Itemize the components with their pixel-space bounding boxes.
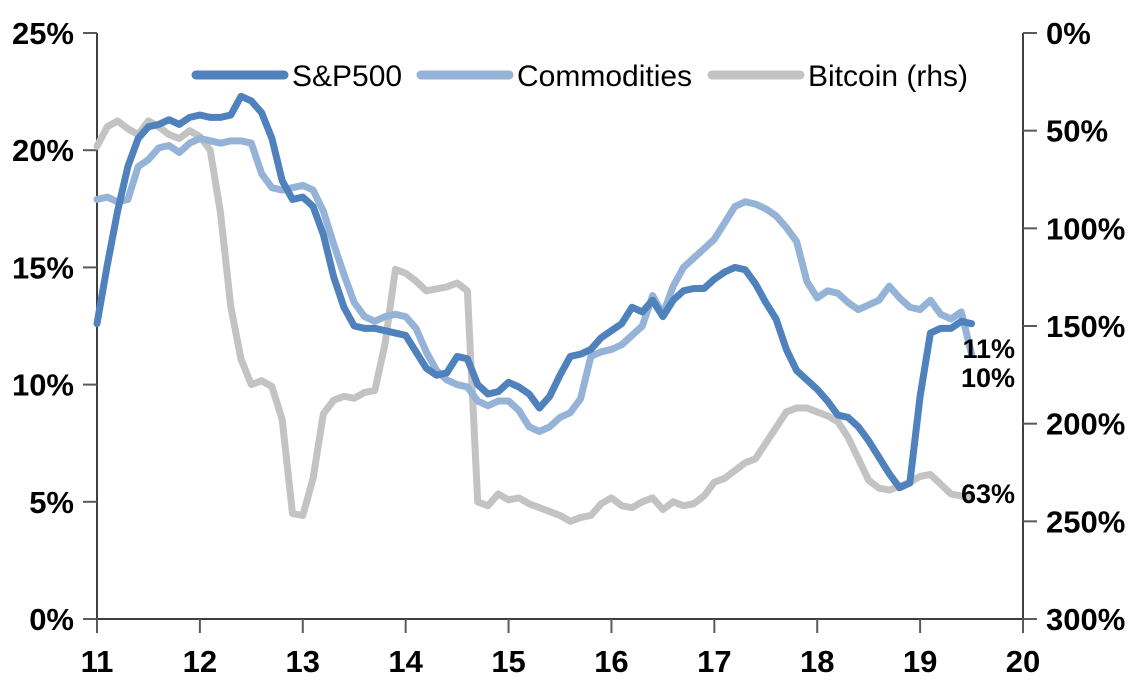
x-tick-label: 13 [286,644,320,679]
annotation-bitcoin-end: 63% [961,479,1015,509]
left-tick-label: 20% [12,133,74,168]
right-axis-ticks: 0% 50% 100% 150% 200% 250% 300% [1023,16,1125,637]
series-line-commodities [93,134,976,435]
x-tick-label: 15 [491,644,525,679]
series-lines [93,92,976,525]
x-tick-label: 17 [697,644,731,679]
series-line-s-p500 [93,92,976,492]
x-tick-label: 16 [594,644,628,679]
left-tick-label: 0% [29,602,74,637]
annotation-sp500-end: 10% [961,363,1015,393]
right-tick-label: 0% [1046,16,1091,51]
legend-label-2: Bitcoin (rhs) [808,60,968,93]
legend-label-1: Commodities [517,60,692,93]
left-axis-ticks: 25% 20% 15% 10% 5% 0% [12,16,97,637]
right-tick-label: 250% [1046,504,1125,539]
left-tick-label: 25% [12,16,74,51]
x-tick-label: 19 [903,644,937,679]
right-tick-label: 200% [1046,407,1125,442]
left-tick-label: 10% [12,368,74,403]
x-tick-label: 12 [183,644,217,679]
legend-label-0: S&P500 [292,60,402,93]
x-tick-label: 20 [1006,644,1040,679]
right-tick-label: 150% [1046,309,1125,344]
x-axis-ticks: 11 12 13 14 15 16 17 18 19 20 [81,619,1040,679]
series-line-bitcoin-rhs [93,117,976,525]
chart-legend: S&P500 Commodities Bitcoin (rhs) [191,60,968,93]
x-tick-label: 18 [800,644,834,679]
left-tick-label: 5% [29,485,74,520]
end-value-annotations: 11% 10% 63% [961,334,1015,509]
x-tick-label: 11 [81,644,114,679]
left-tick-label: 15% [12,250,74,285]
right-tick-label: 100% [1046,211,1125,246]
right-tick-label: 50% [1046,114,1108,149]
right-tick-label: 300% [1046,602,1125,637]
x-tick-label: 14 [388,644,423,679]
annotation-commodities-end: 11% [962,334,1015,364]
